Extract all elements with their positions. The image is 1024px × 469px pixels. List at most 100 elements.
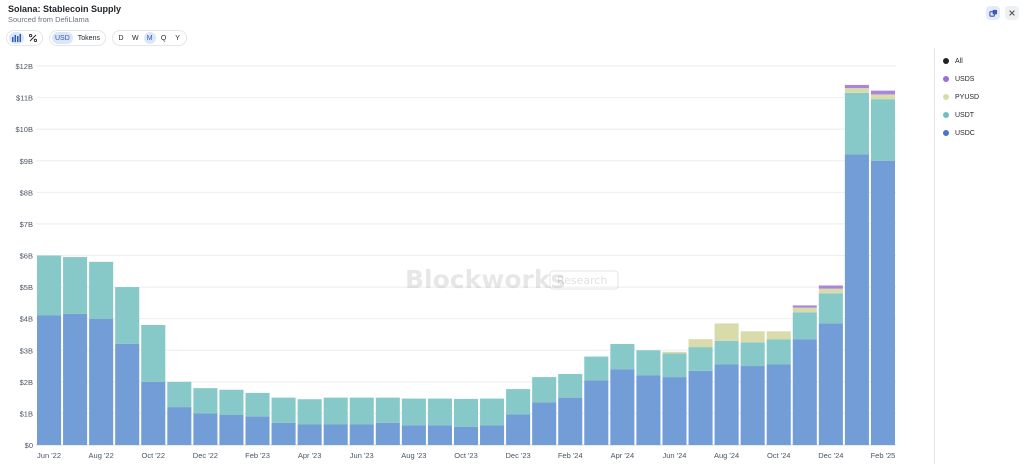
legend-item-usdc[interactable]: USDC [943, 128, 975, 138]
bar-usdt-31[interactable] [844, 92, 869, 155]
bar-usdc-15[interactable] [427, 425, 452, 445]
legend-item-all[interactable]: All [943, 56, 963, 66]
copy-button[interactable] [986, 6, 1000, 20]
bar-usdt-24[interactable] [662, 353, 687, 378]
bar-usdt-10[interactable] [297, 399, 322, 425]
bar-pyusd-24[interactable] [662, 351, 687, 354]
bar-usdc-25[interactable] [688, 370, 713, 445]
bar-usdt-28[interactable] [766, 339, 791, 365]
bar-usdc-28[interactable] [766, 364, 791, 445]
bar-usdt-17[interactable] [480, 398, 505, 426]
bar-usdc-12[interactable] [349, 424, 374, 445]
bar-usdc-17[interactable] [480, 425, 505, 445]
bar-usdc-6[interactable] [193, 413, 218, 445]
bar-usdc-29[interactable] [792, 339, 817, 445]
x-tick-label: Apr '24 [611, 451, 635, 460]
bar-usdc-2[interactable] [89, 318, 114, 445]
bar-usdc-1[interactable] [63, 313, 88, 445]
bar-pyusd-31[interactable] [844, 88, 869, 93]
period-w-button[interactable]: W [132, 34, 139, 42]
unit-usd-button[interactable]: USD [52, 32, 73, 44]
bar-usdc-30[interactable] [818, 323, 843, 445]
bar-usdc-23[interactable] [636, 375, 661, 445]
stablecoin-bar-chart: Blockworks Research $0 $1B $2B $3B $4B $5B $6B… [15, 62, 896, 460]
bar-usdc-22[interactable] [610, 369, 635, 445]
bar-usdt-7[interactable] [219, 389, 244, 415]
bar-chart-toggle[interactable] [9, 32, 24, 44]
x-tick-label: Oct '22 [142, 451, 166, 460]
bar-pyusd-25[interactable] [688, 339, 713, 348]
period-m-button[interactable]: M [143, 32, 156, 44]
bar-usdt-22[interactable] [610, 343, 635, 370]
period-q-button[interactable]: Q [160, 34, 167, 42]
bar-usdt-32[interactable] [870, 99, 895, 161]
legend-item-usdt[interactable]: USDT [943, 110, 974, 120]
bar-usds-29[interactable] [792, 305, 817, 308]
bar-usdc-7[interactable] [219, 415, 244, 445]
bar-usdc-14[interactable] [401, 425, 426, 445]
bar-usdt-25[interactable] [688, 347, 713, 371]
bar-pyusd-26[interactable] [714, 323, 739, 341]
period-d-button[interactable]: D [118, 34, 124, 42]
legend-label: PYUSD [955, 93, 980, 101]
bar-usdt-0[interactable] [37, 255, 62, 316]
bar-usdt-3[interactable] [115, 287, 140, 344]
bar-usdc-18[interactable] [506, 414, 531, 445]
bar-usdc-9[interactable] [271, 422, 296, 445]
bar-usdc-5[interactable] [167, 407, 192, 445]
bar-usdc-26[interactable] [714, 364, 739, 445]
bar-usdt-2[interactable] [89, 261, 114, 319]
bar-usds-31[interactable] [844, 84, 869, 89]
bar-usds-32[interactable] [870, 90, 895, 95]
bar-usdt-15[interactable] [427, 398, 452, 426]
bar-usdt-12[interactable] [349, 397, 374, 425]
bar-usdt-30[interactable] [818, 293, 843, 324]
bar-usdc-27[interactable] [740, 366, 765, 445]
bar-usdc-19[interactable] [532, 402, 557, 445]
bar-usdc-8[interactable] [245, 416, 270, 445]
bar-usdt-26[interactable] [714, 340, 739, 365]
bar-usdc-16[interactable] [453, 426, 479, 445]
period-y-button[interactable]: Y [175, 34, 180, 42]
bar-usdc-0[interactable] [37, 315, 62, 445]
bar-usdt-27[interactable] [740, 342, 765, 367]
bar-usdt-8[interactable] [245, 392, 270, 417]
close-button[interactable] [1005, 6, 1019, 20]
bar-usdc-32[interactable] [870, 160, 895, 445]
bar-usdc-11[interactable] [323, 424, 348, 445]
bar-usdc-21[interactable] [584, 380, 609, 445]
bar-usdt-14[interactable] [401, 398, 426, 426]
bar-usdt-18[interactable] [506, 389, 531, 415]
bar-usdc-4[interactable] [141, 381, 166, 445]
bar-usdc-3[interactable] [115, 343, 140, 445]
bar-pyusd-27[interactable] [740, 331, 765, 343]
bar-usdt-11[interactable] [323, 397, 348, 425]
bar-usdt-5[interactable] [167, 381, 192, 408]
x-tick-label: Oct '23 [454, 451, 478, 460]
bar-usdt-6[interactable] [193, 388, 218, 414]
bar-usdt-21[interactable] [584, 356, 609, 381]
percent-toggle[interactable] [26, 32, 40, 44]
bar-usdt-16[interactable] [453, 398, 479, 427]
bar-usdc-31[interactable] [844, 154, 869, 445]
unit-tokens-button[interactable]: Tokens [77, 34, 100, 42]
bar-usdc-10[interactable] [297, 424, 322, 445]
bar-usdt-29[interactable] [792, 312, 817, 340]
bar-pyusd-30[interactable] [818, 288, 843, 294]
bar-pyusd-28[interactable] [766, 331, 791, 340]
bar-usdt-19[interactable] [532, 377, 557, 403]
bar-usdt-13[interactable] [375, 397, 400, 423]
bar-usdt-1[interactable] [63, 257, 88, 314]
bar-pyusd-32[interactable] [870, 94, 895, 100]
bar-usdt-23[interactable] [636, 350, 661, 376]
bar-pyusd-29[interactable] [792, 307, 817, 313]
bar-usds-30[interactable] [818, 285, 843, 289]
bar-usdc-20[interactable] [558, 397, 583, 446]
bar-usdc-24[interactable] [662, 377, 687, 445]
bar-usdc-13[interactable] [375, 422, 400, 445]
legend-item-pyusd[interactable]: PYUSD [943, 92, 979, 102]
bar-usdt-4[interactable] [141, 324, 166, 382]
bar-usdt-20[interactable] [558, 373, 583, 398]
legend-item-usds[interactable]: USDS [943, 74, 974, 84]
bar-usdt-9[interactable] [271, 397, 296, 423]
